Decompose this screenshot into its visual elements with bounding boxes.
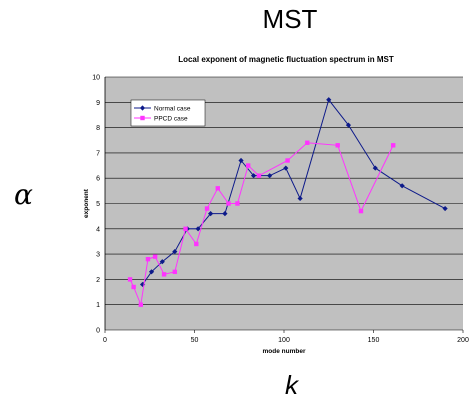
data-point (442, 205, 448, 212)
data-point (204, 206, 210, 211)
data-point (235, 201, 240, 206)
x-tick-label: 0 (103, 337, 107, 344)
data-point (226, 201, 231, 206)
gridlines (105, 76, 463, 331)
data-point (358, 208, 364, 214)
x-axis-label: mode number (263, 348, 306, 355)
y-tick-label: 5 (96, 201, 100, 208)
data-point (238, 157, 244, 164)
data-point (172, 248, 178, 255)
y-tick-label: 4 (96, 226, 100, 233)
y-tick-label: 9 (96, 100, 100, 107)
x-tick-label: 100 (278, 337, 290, 344)
y-tick-label: 8 (96, 125, 100, 132)
y-tick-label: 6 (96, 176, 100, 183)
x-tick-label: 150 (368, 337, 380, 344)
data-point (148, 269, 155, 275)
x-tick-label: 50 (191, 337, 199, 344)
legend-marker-normal (139, 105, 146, 111)
data-point (161, 272, 167, 277)
legend-label-normal: Normal case (154, 105, 191, 112)
legend-box (130, 99, 206, 127)
y-axis-label: exponent (83, 188, 90, 218)
data-point (399, 183, 405, 189)
legend-marker-ppcd (140, 115, 145, 121)
chart-title: Local exponent of magnetic fluctuation s… (178, 55, 394, 64)
data-point (345, 122, 352, 128)
data-point (267, 173, 273, 179)
data-point (183, 226, 188, 231)
data-point (297, 195, 303, 202)
data-point (326, 97, 332, 103)
data-point (246, 163, 251, 168)
series-ppcd (127, 140, 396, 307)
data-point (250, 173, 257, 179)
data-point (138, 302, 143, 307)
y-tick-label: 10 (92, 75, 100, 82)
k-symbol: k (285, 370, 298, 400)
legend-label-ppcd: PPCD case (154, 115, 188, 122)
y-tick-label: 2 (96, 277, 100, 284)
data-point (172, 269, 178, 275)
data-point (145, 256, 151, 262)
data-point (305, 140, 310, 145)
data-point (208, 211, 214, 217)
data-point (372, 165, 378, 171)
y-tick-label: 3 (96, 252, 100, 259)
data-point (152, 254, 158, 259)
y-tick-label: 0 (96, 328, 100, 335)
data-point (159, 259, 165, 265)
slide-title: MST (262, 4, 318, 34)
x-tick-label: 200 (457, 337, 469, 344)
data-point (285, 158, 290, 163)
legend: Normal case PPCD case (130, 99, 206, 127)
data-point (222, 211, 228, 217)
data-point (127, 277, 133, 282)
alpha-symbol: α (14, 178, 33, 211)
data-point (335, 143, 340, 148)
data-point (215, 186, 220, 191)
data-point (256, 173, 262, 178)
data-point (131, 284, 136, 290)
series-layer (127, 97, 448, 307)
data-point (139, 281, 146, 288)
y-tick-label: 1 (96, 302, 100, 309)
data-point (283, 165, 289, 171)
data-point (195, 226, 201, 232)
y-tick-label: 7 (96, 150, 100, 157)
data-point (390, 143, 396, 148)
data-point (194, 241, 199, 247)
